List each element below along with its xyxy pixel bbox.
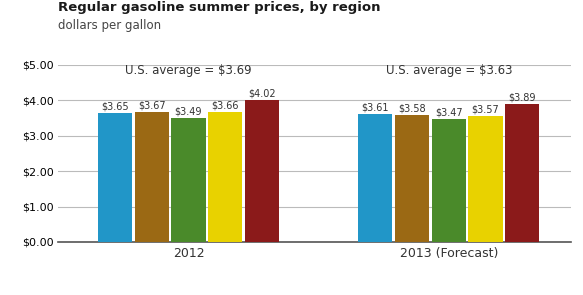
Bar bbox=[98, 113, 132, 242]
Text: $3.47: $3.47 bbox=[435, 108, 463, 118]
Text: $3.65: $3.65 bbox=[101, 101, 129, 111]
Bar bbox=[245, 100, 279, 242]
Text: $4.02: $4.02 bbox=[248, 88, 276, 98]
Text: U.S. average = $3.63: U.S. average = $3.63 bbox=[385, 64, 512, 77]
Text: U.S. average = $3.69: U.S. average = $3.69 bbox=[125, 64, 252, 77]
Bar bbox=[395, 115, 429, 242]
Text: Regular gasoline summer prices, by region: Regular gasoline summer prices, by regio… bbox=[58, 1, 381, 14]
Text: $3.61: $3.61 bbox=[361, 103, 389, 113]
Bar bbox=[171, 118, 206, 242]
Bar bbox=[505, 104, 539, 242]
Bar bbox=[432, 119, 466, 242]
Legend: East Coast, Midwest, Gulf Coast, Rocky Mountain, West Coast: East Coast, Midwest, Gulf Coast, Rocky M… bbox=[104, 294, 526, 295]
Text: $3.57: $3.57 bbox=[472, 104, 500, 114]
Text: $3.58: $3.58 bbox=[398, 104, 426, 114]
Bar bbox=[469, 116, 503, 242]
Text: $3.66: $3.66 bbox=[212, 101, 239, 111]
Bar bbox=[135, 112, 169, 242]
Text: dollars per gallon: dollars per gallon bbox=[58, 19, 161, 32]
Text: $3.89: $3.89 bbox=[508, 93, 536, 103]
Text: $3.67: $3.67 bbox=[138, 101, 166, 111]
Text: $3.49: $3.49 bbox=[175, 107, 202, 117]
Bar bbox=[358, 114, 392, 242]
Bar bbox=[208, 112, 243, 242]
